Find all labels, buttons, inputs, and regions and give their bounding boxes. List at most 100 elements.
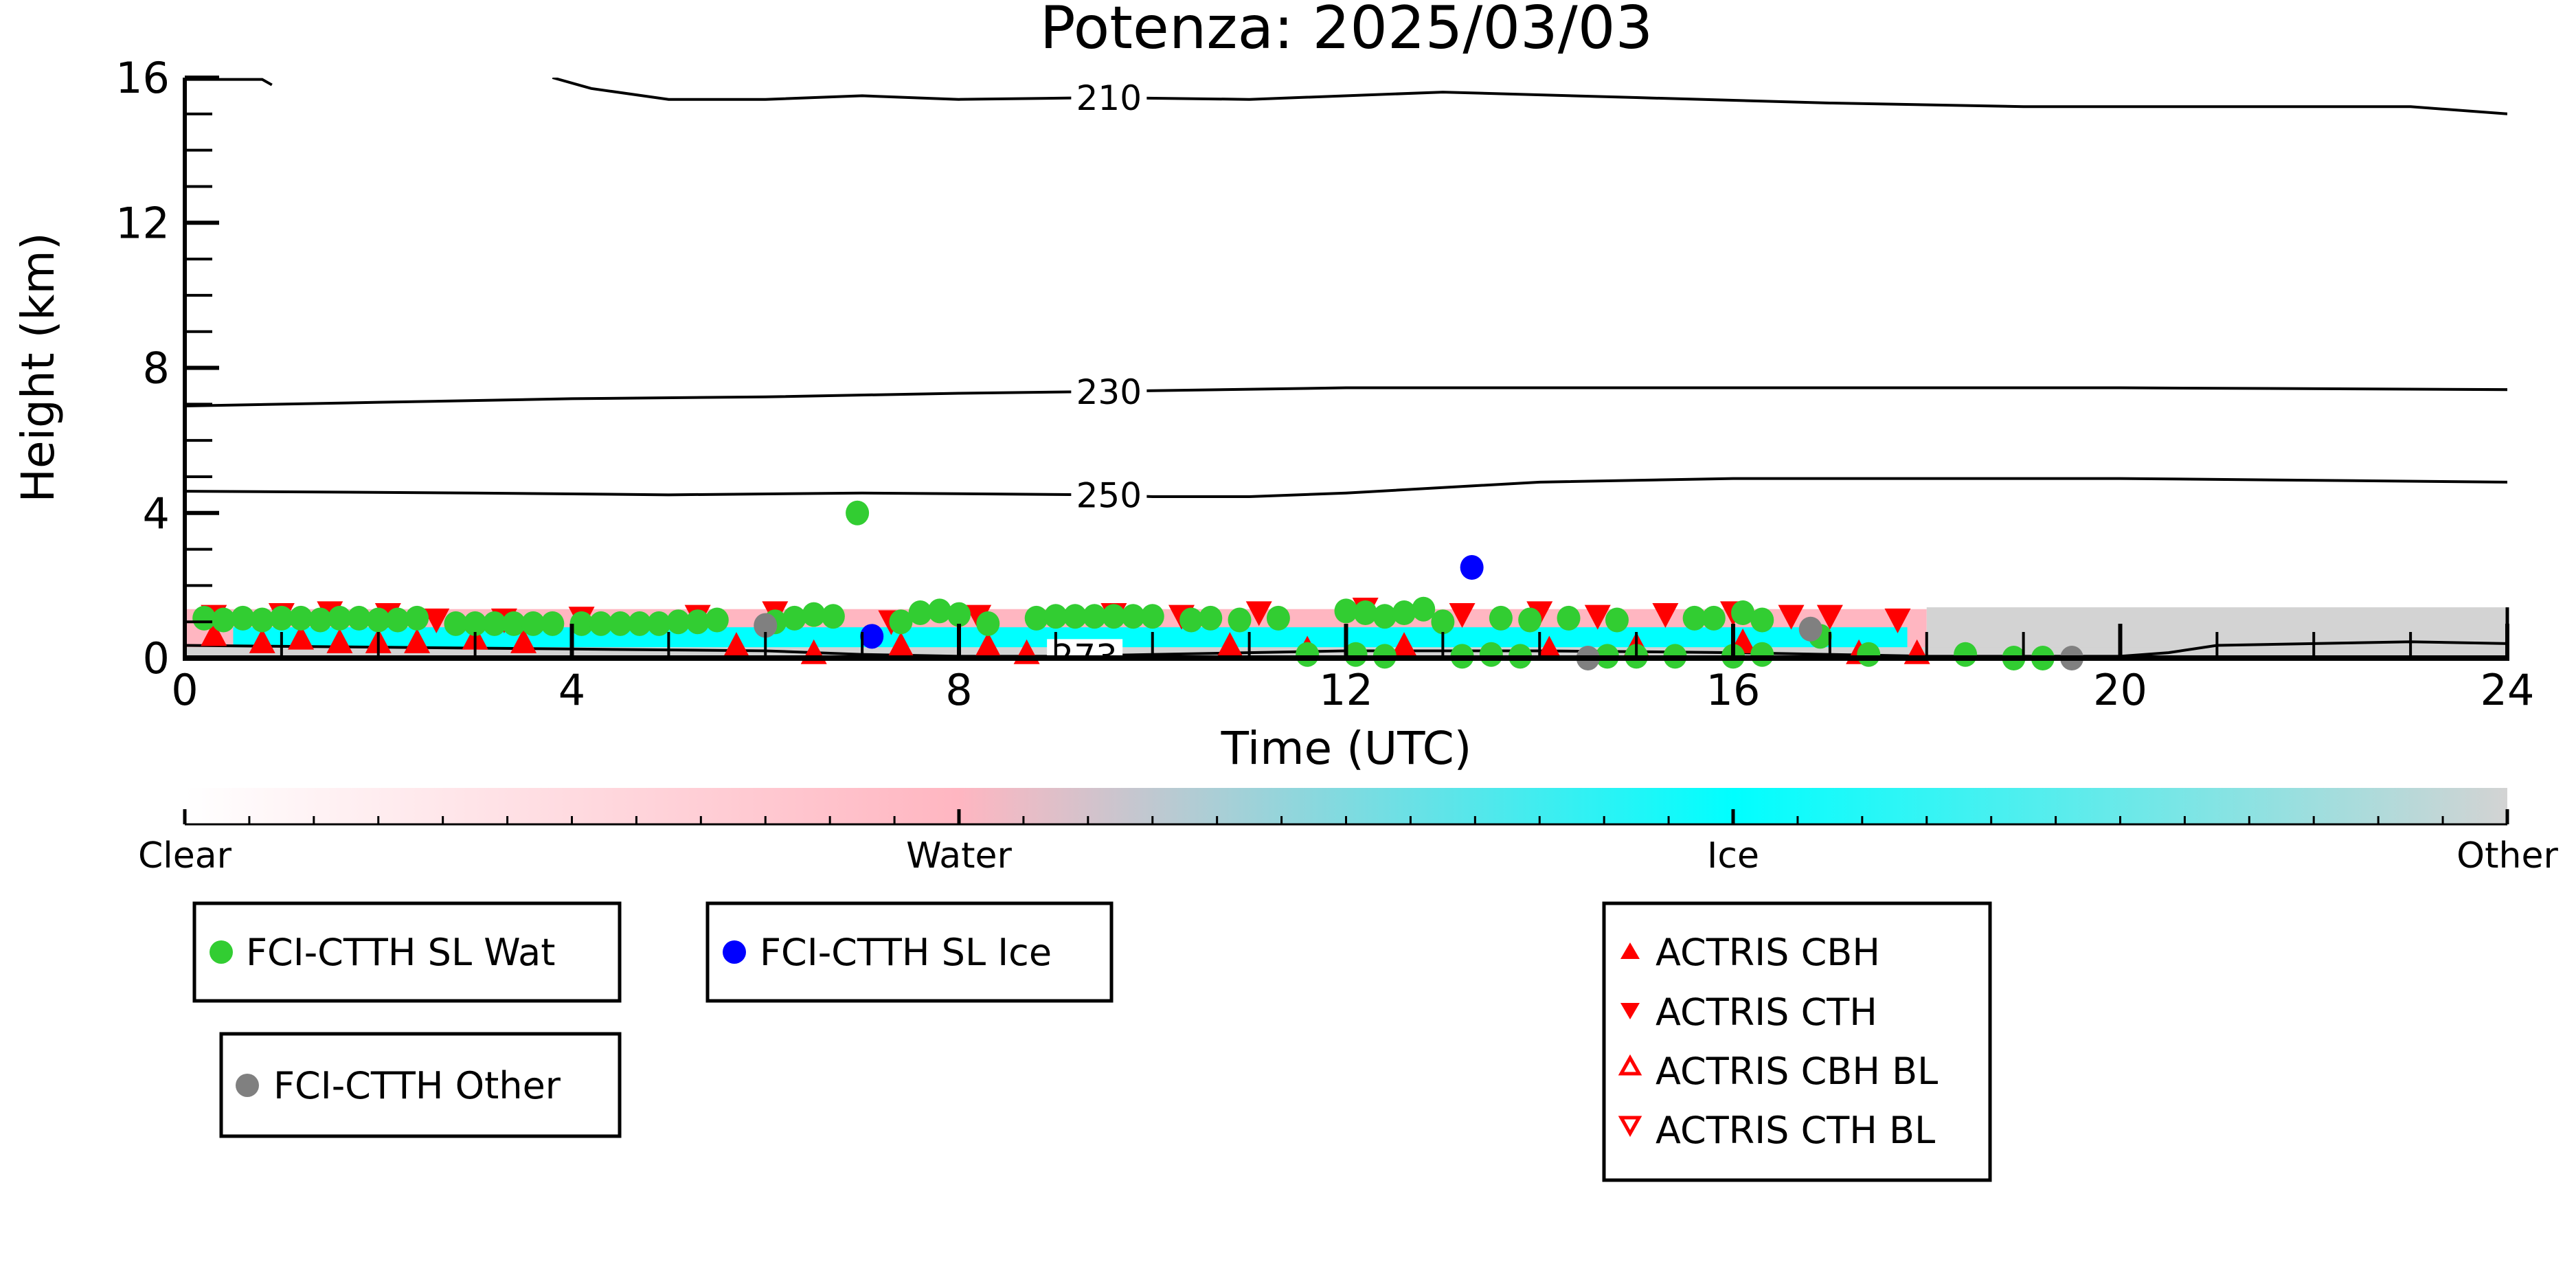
legend-marker-other xyxy=(236,1074,259,1097)
fci-ctth-sl-wat-marker xyxy=(821,604,845,629)
fci-ctth-sl-wat-marker xyxy=(802,602,826,627)
actris-cbh-marker xyxy=(975,632,1002,657)
legend-label: FCI-CTTH SL Wat xyxy=(246,931,555,974)
fci-ctth-sl-wat-marker xyxy=(1479,642,1503,667)
fci-ctth-sl-wat-marker xyxy=(212,607,236,633)
colorbar-ticks: Clear Water Ice Other xyxy=(138,809,2558,877)
y-tick-label: 8 xyxy=(143,343,170,394)
fci-ctth-sl-wat-marker xyxy=(541,611,565,636)
fci-ctth-sl-wat-marker xyxy=(1296,642,1320,667)
fci-ctth-other-marker xyxy=(1798,616,1822,642)
actris-cth-marker xyxy=(423,608,450,633)
actris-cbh-marker xyxy=(888,632,914,657)
fci-ctth-sl-wat-marker xyxy=(1954,642,1978,667)
fci-ctth-sl-wat-marker xyxy=(1334,598,1358,624)
x-tick-label: 12 xyxy=(1319,665,1373,715)
fci-ctth-sl-wat-marker xyxy=(1750,607,1774,633)
legend-marker-cbh-bl xyxy=(1618,1054,1642,1076)
contour-line-210 xyxy=(185,78,273,87)
actris-cbh-marker xyxy=(249,628,275,653)
fci-ctth-sl-wat-marker xyxy=(328,605,352,631)
actris-cth-marker xyxy=(1652,602,1679,628)
fci-ctth-sl-wat-marker xyxy=(1043,604,1067,629)
fci-ctth-sl-wat-marker xyxy=(666,609,690,635)
fci-ctth-sl-wat-marker xyxy=(405,605,429,631)
actris-cth-marker xyxy=(1449,602,1476,628)
fci-ctth-sl-wat-marker xyxy=(1857,642,1881,667)
contour-line-210 xyxy=(552,78,2507,115)
fci-ctth-sl-wat-marker xyxy=(1102,604,1126,629)
fci-ctth-sl-wat-marker xyxy=(889,609,913,635)
fci-ctth-sl-wat-marker xyxy=(482,611,506,636)
contour-line-230 xyxy=(185,386,2507,407)
fci-ctth-sl-wat-marker xyxy=(521,611,545,636)
colorbar-label: Ice xyxy=(1707,835,1759,877)
actris-cbh-marker xyxy=(201,621,227,646)
fci-ctth-sl-wat-marker xyxy=(1392,600,1416,625)
y-tick-label: 16 xyxy=(115,53,170,103)
fci-ctth-sl-wat-marker xyxy=(269,605,293,631)
temperature-contours: 210 230 250 273 xyxy=(185,78,2507,658)
axes: 0 4 8 12 16 0 4 8 12 16 20 24 xyxy=(115,53,2534,715)
fci-ctth-sl-wat-marker xyxy=(1372,604,1397,629)
fci-ctth-sl-wat-marker xyxy=(347,605,371,631)
fci-ctth-sl-wat-marker xyxy=(1199,605,1223,631)
legend-label: FCI-CTTH SL Ice xyxy=(760,931,1052,974)
actris-cth-marker xyxy=(1884,608,1911,633)
legend-label: ACTRIS CBH BL xyxy=(1656,1050,1938,1093)
fci-ctth-sl-wat-marker xyxy=(705,607,729,633)
actris-cbh-marker xyxy=(326,628,353,653)
fci-ctth-sl-wat-marker xyxy=(1121,604,1145,629)
fci-ctth-sl-wat-marker xyxy=(501,611,526,636)
actris-cbh-marker xyxy=(723,632,749,657)
colorbar-label: Water xyxy=(906,835,1012,877)
fci-ctth-sl-wat-marker xyxy=(1024,605,1048,631)
fci-ctth-sl-wat-marker xyxy=(647,611,671,636)
fci-ctth-sl-wat-marker xyxy=(1605,607,1629,633)
contour-label-bg xyxy=(1071,374,1147,409)
actris-cbh-marker xyxy=(1391,632,1418,657)
fci-ctth-sl-ice-marker xyxy=(1460,554,1484,580)
fci-ctth-sl-wat-marker xyxy=(444,611,468,636)
colorbar-label: Other xyxy=(2456,835,2558,877)
actris-cth-marker xyxy=(1245,601,1272,626)
fci-ctth-sl-wat-marker xyxy=(1489,605,1513,631)
x-tick-label: 16 xyxy=(1706,665,1761,715)
fci-ctth-sl-wat-marker xyxy=(1140,604,1164,629)
fci-ctth-sl-wat-marker xyxy=(1083,604,1107,629)
chart-title: Potenza: 2025/03/03 xyxy=(1040,0,1653,63)
fci-ctth-sl-wat-marker xyxy=(1228,607,1252,633)
fci-ctth-sl-wat-marker xyxy=(927,598,951,624)
contour-label: 230 xyxy=(1076,372,1142,412)
fci-ctth-sl-wat-marker xyxy=(782,605,806,631)
contour-label: 210 xyxy=(1076,78,1142,118)
actris-cbh-marker xyxy=(404,628,431,653)
legend-marker-ice xyxy=(723,940,746,964)
x-axis-label: Time (UTC) xyxy=(1221,722,1472,775)
x-tick-label: 24 xyxy=(2481,665,2535,715)
y-tick-label: 12 xyxy=(115,198,170,248)
legend-wat: FCI-CTTH SL Wat xyxy=(192,901,622,1003)
fci-ctth-sl-wat-marker xyxy=(192,605,216,631)
legend-marker-cbh xyxy=(1620,942,1640,959)
contour-line-250 xyxy=(185,477,2507,498)
fci-ctth-sl-wat-marker xyxy=(1750,642,1774,667)
actris-cbh-marker xyxy=(1536,635,1563,661)
fci-ctth-sl-wat-marker xyxy=(1353,600,1377,625)
colorbar-label: Clear xyxy=(138,835,232,877)
legend-label: ACTRIS CTH xyxy=(1656,991,1877,1034)
x-tick-label: 8 xyxy=(945,665,972,715)
fci-ctth-sl-wat-marker xyxy=(908,600,932,625)
legend-other: FCI-CTTH Other xyxy=(219,1032,622,1138)
legend-marker-cth xyxy=(1620,1003,1640,1019)
fci-ctth-sl-wat-marker xyxy=(250,607,274,633)
fci-ctth-sl-wat-marker xyxy=(366,607,390,633)
contour-label-bg xyxy=(1047,639,1123,658)
x-tick-label: 0 xyxy=(171,665,198,715)
contour-label-bg xyxy=(1071,80,1147,115)
fci-ctth-sl-wat-marker xyxy=(1179,607,1204,633)
fci-ctth-sl-wat-marker xyxy=(1702,605,1726,631)
fci-ctth-sl-wat-marker xyxy=(1518,607,1542,633)
x-tick-label: 20 xyxy=(2093,665,2147,715)
fci-ctth-sl-wat-marker xyxy=(1557,605,1581,631)
